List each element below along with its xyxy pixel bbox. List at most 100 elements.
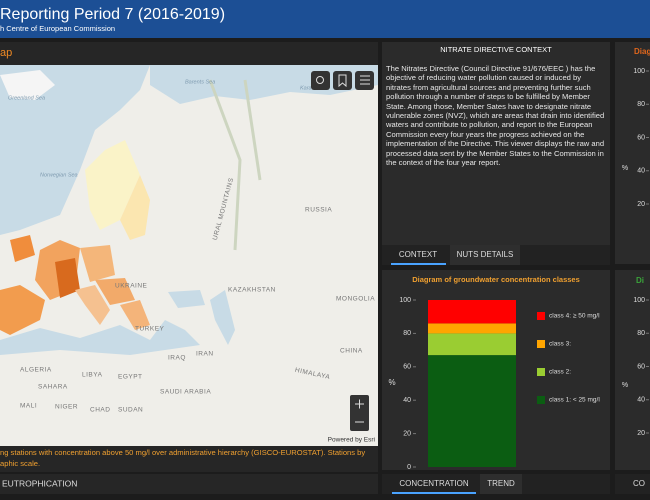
- y-tick-label: 60: [403, 364, 411, 371]
- map-label: SAUDI ARABIA: [160, 389, 211, 396]
- tab[interactable]: CONTEXT: [399, 250, 437, 259]
- map-label: IRAN: [196, 351, 214, 358]
- y-tick-label: 40: [637, 397, 645, 404]
- map-label: SAHARA: [38, 384, 68, 391]
- right-bottom-panel: [615, 270, 650, 470]
- map-label: CHINA: [340, 348, 363, 355]
- map-sea: [168, 290, 205, 308]
- y-axis-label: %: [622, 165, 628, 172]
- y-tick-label: 40: [637, 168, 645, 175]
- y-tick-label: 100: [633, 68, 645, 75]
- panel-title: Diag: [634, 47, 650, 56]
- map-label: IRAQ: [168, 355, 186, 362]
- zoom-control[interactable]: [350, 395, 369, 431]
- legend-swatch: [537, 340, 545, 348]
- map-sea: [0, 320, 200, 355]
- legend-label: class 4: ≥ 50 mg/l: [549, 313, 600, 320]
- map-sea: [0, 65, 150, 235]
- y-tick-label: 0: [407, 464, 411, 471]
- zoom-icons: [355, 399, 364, 423]
- map-region: [80, 245, 115, 282]
- header-subtitle: h Centre of European Commission: [0, 24, 115, 33]
- legend-swatch: [537, 368, 545, 376]
- map-region: [10, 235, 35, 262]
- legend-label: class 3:: [549, 341, 571, 348]
- y-tick-label: 40: [403, 397, 411, 404]
- map-ice: [0, 70, 55, 100]
- y-axis-label: %: [622, 382, 628, 389]
- map-label: RUSSIA: [305, 207, 332, 214]
- tab-bg: [450, 245, 520, 265]
- bookmark-button[interactable]: [333, 71, 352, 90]
- y-tick-label: 60: [637, 363, 645, 370]
- y-tick-label: 80: [637, 330, 645, 337]
- tab[interactable]: CO: [633, 479, 645, 488]
- header-title: Reporting Period 7 (2016-2019): [0, 6, 225, 23]
- map-label: Norwegian Sea: [40, 172, 78, 178]
- map-title: ap: [0, 47, 12, 59]
- bar-segment: [428, 355, 516, 467]
- y-tick-label: 20: [637, 201, 645, 208]
- context-panel: [382, 42, 610, 264]
- map-label: EGYPT: [118, 374, 143, 381]
- map-mountains: [208, 79, 262, 251]
- layers-icon: [360, 75, 370, 85]
- map-region: [55, 258, 80, 298]
- header-bar: [0, 0, 650, 38]
- legend-label: class 1: < 25 mg/l: [549, 397, 600, 404]
- map-label: CHAD: [90, 407, 110, 414]
- map-caption: ng stations with concentration above 50 …: [0, 447, 378, 469]
- legend-label: class 2:: [549, 369, 571, 376]
- tab[interactable]: NUTS DETAILS: [457, 250, 514, 259]
- panel-title: Di: [636, 276, 644, 285]
- legend-swatch: [537, 312, 545, 320]
- context-text: The Nitrates Directive (Council Directiv…: [386, 64, 605, 168]
- chart-title: Diagram of groundwater concentration cla…: [412, 275, 580, 284]
- search-button[interactable]: [311, 71, 330, 90]
- map-label: NIGER: [55, 404, 78, 411]
- right-bottom-axis: 100 80 60 40 20: [633, 297, 649, 437]
- bar-segment: [428, 300, 516, 324]
- map-label: LIBYA: [82, 372, 103, 379]
- caption-line: aphic scale.: [0, 459, 41, 468]
- map: Greenland Sea Norwegian Sea Barents Sea …: [0, 65, 378, 446]
- bookmark-icon: [338, 74, 347, 88]
- map-region: [120, 300, 150, 330]
- map-region: [0, 285, 45, 335]
- y-tick-label: 60: [637, 134, 645, 141]
- right-tabbar: [615, 474, 650, 494]
- tab[interactable]: CONCENTRATION: [399, 479, 468, 488]
- map-region: [75, 285, 110, 325]
- map-region: [95, 278, 135, 305]
- map-region: [120, 175, 150, 240]
- tab[interactable]: EUTROPHICATION: [2, 478, 77, 488]
- context-title: NITRATE DIRECTIVE CONTEXT: [440, 45, 552, 54]
- map-label: ALGERIA: [20, 367, 52, 374]
- caption-line: ng stations with concentration above 50 …: [0, 448, 366, 457]
- map-label: MONGOLIA: [336, 296, 375, 303]
- map-label: SUDAN: [118, 407, 143, 414]
- map-label: TURKEY: [135, 326, 165, 333]
- y-tick-label: 80: [637, 101, 645, 108]
- legend-swatch: [537, 396, 545, 404]
- y-tick-label: 80: [403, 330, 411, 337]
- right-top-axis: 100 80 60 40 20: [633, 68, 649, 208]
- search-icon: [316, 76, 324, 84]
- map-label: Barents Sea: [185, 79, 215, 85]
- y-tick-label: 20: [403, 430, 411, 437]
- y-axis-label: %: [388, 378, 395, 387]
- right-top-panel: [615, 42, 650, 264]
- chart: 0 20 40 60 80 100 class 1: < 25 mg/l class 2: cl…: [399, 297, 600, 471]
- map-label: UKRAINE: [115, 283, 148, 290]
- tab-bg: [480, 474, 522, 494]
- tab[interactable]: TREND: [487, 479, 515, 488]
- bar-segment: [428, 323, 516, 334]
- y-tick-label: 100: [399, 297, 411, 304]
- map-sea: [210, 290, 235, 345]
- bar-segment: [428, 333, 516, 356]
- map-region: [85, 140, 140, 230]
- map-attribution: Powered by Esri: [328, 437, 375, 444]
- y-tick-label: 20: [637, 430, 645, 437]
